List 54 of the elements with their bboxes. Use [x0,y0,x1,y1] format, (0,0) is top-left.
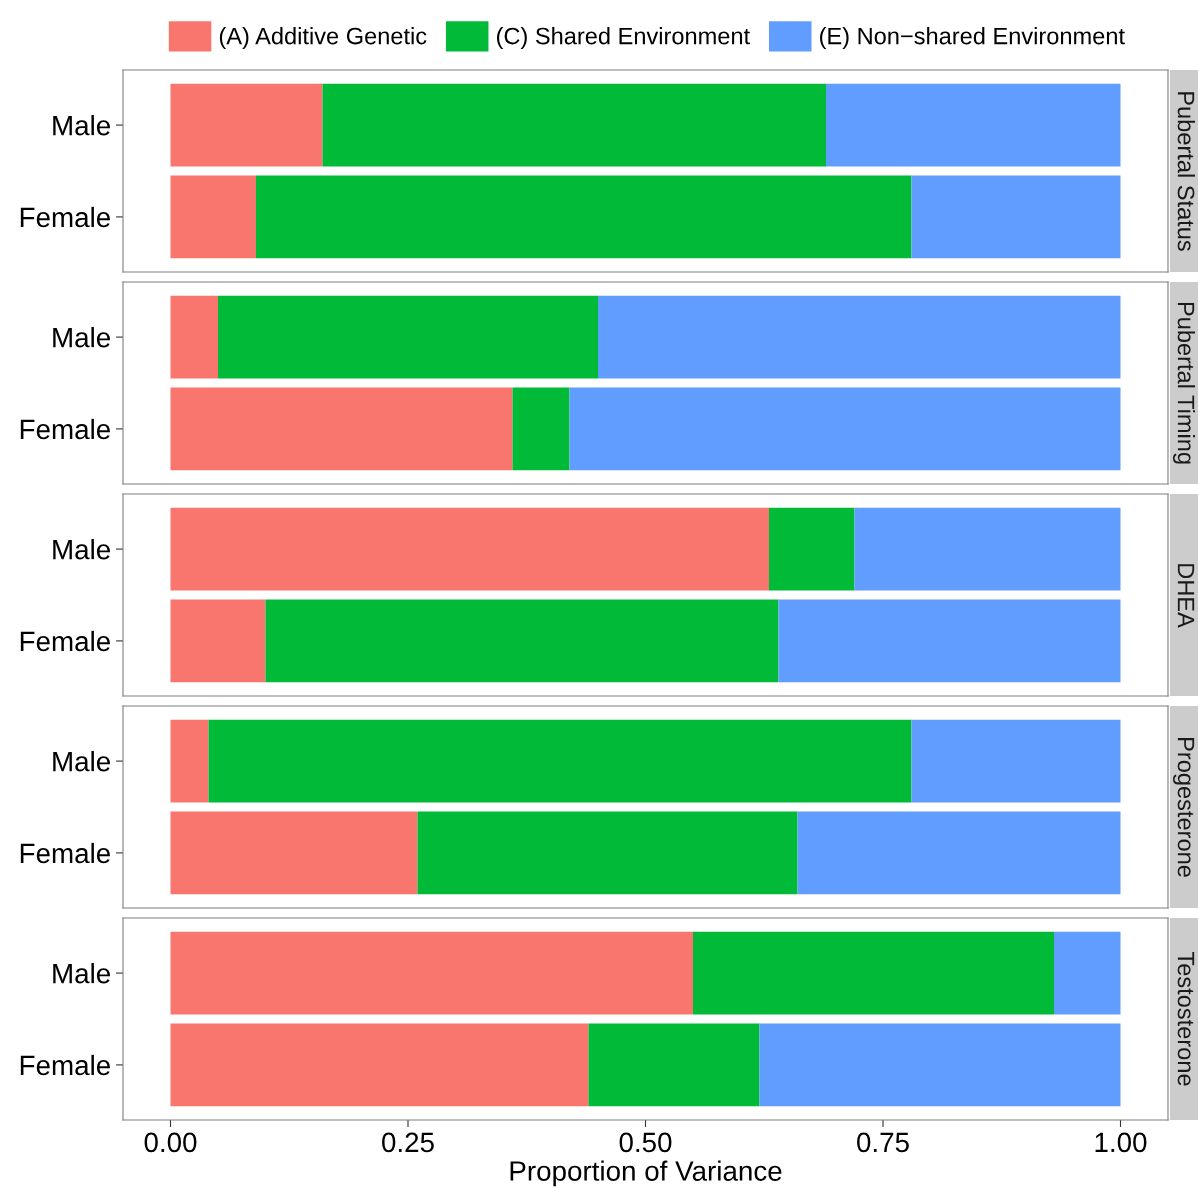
bar [322,83,826,167]
bar [854,507,1121,591]
bar [693,931,1054,1015]
y-tick-label: Female [20,1054,110,1076]
bar [911,175,1121,259]
x-tick-label: 1.00 [1095,1132,1147,1153]
bar [256,175,912,259]
y-tick-label: Female [20,630,110,652]
bar [170,1023,589,1107]
x-tick-label: 0.75 [857,1132,909,1153]
bar [170,507,769,591]
bar [797,811,1121,895]
text: Pubertal Status [1177,92,1196,251]
legend-label: (E) Non−shared Environment [820,27,1125,50]
bar [826,83,1121,167]
bar [170,931,693,1015]
y-tick-label: Male [53,539,110,560]
bar [778,599,1121,683]
y-tick-label: Female [20,418,110,440]
y-tick-label: Male [53,115,110,136]
bar [170,719,209,803]
y-tick-label: Male [53,327,110,348]
bar [218,295,598,379]
bar [1054,931,1121,1015]
bar [170,175,256,259]
bar [170,387,513,471]
text: Progesterone [1172,738,1195,877]
bar [759,1023,1121,1107]
bar [265,599,779,683]
bar [417,811,798,895]
y-tick-label: Male [53,751,110,772]
bar [170,811,418,895]
bar [598,295,1121,379]
legend-label: (C) Shared Environment [497,27,750,50]
x-tick-label: 0.00 [144,1132,197,1153]
text: DHEA [1177,564,1195,628]
y-tick-label: Female [20,206,110,228]
bar [769,507,855,591]
bar [208,719,912,803]
text: Pubertal Timing [1172,302,1196,464]
text: Testosterone [1177,951,1195,1086]
y-tick-label: Male [53,963,110,984]
bar [911,719,1121,803]
x-tick-label: 0.50 [619,1132,672,1153]
x-tick-label: 0.25 [382,1132,434,1153]
bar [170,83,323,167]
y-tick-label: Female [20,842,110,864]
x-axis-title: Proportion of Variance [510,1160,782,1187]
bar [569,387,1121,471]
bar [170,295,218,379]
bar [588,1023,760,1107]
bar [512,387,570,471]
bar [170,599,266,683]
legend-label: (A) Additive Genetic [219,27,427,50]
